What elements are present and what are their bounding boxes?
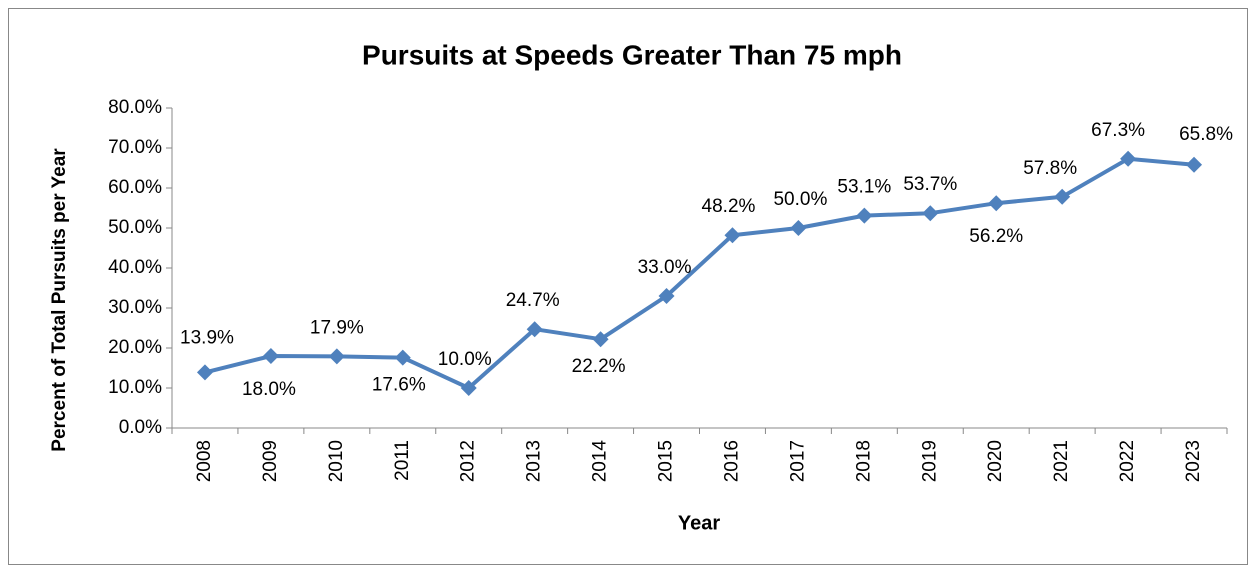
data-label: 50.0% (773, 189, 827, 210)
data-label: 18.0% (242, 379, 296, 400)
y-tick-label: 20.0% (108, 337, 162, 358)
data-label: 13.9% (180, 327, 234, 348)
y-tick-label: 50.0% (108, 217, 162, 238)
x-axis-title: Year (678, 512, 720, 534)
marker (658, 288, 675, 304)
y-tick-label: 60.0% (108, 177, 162, 198)
data-label: 10.0% (438, 349, 492, 370)
data-label: 33.0% (638, 257, 692, 278)
data-label: 48.2% (702, 196, 756, 217)
x-tick-label: 2008 (194, 440, 215, 482)
y-tick-label: 40.0% (108, 257, 162, 278)
data-label: 53.1% (837, 177, 891, 198)
marker (1120, 150, 1137, 167)
data-label: 56.2% (969, 226, 1023, 247)
y-tick-label: 30.0% (108, 297, 162, 318)
x-tick-label: 2011 (392, 440, 413, 481)
x-tick-label: 2023 (1183, 440, 1204, 482)
x-tick-label: 2020 (985, 440, 1006, 482)
x-tick-label: 2014 (590, 440, 611, 483)
x-tick-label: 2018 (853, 440, 874, 482)
marker (790, 220, 807, 236)
data-label: 57.8% (1023, 158, 1077, 179)
marker (988, 195, 1005, 212)
marker (262, 348, 279, 364)
y-tick-label: 0.0% (119, 417, 162, 438)
data-label: 65.8% (1179, 124, 1233, 145)
data-label: 17.6% (372, 375, 426, 396)
marker (526, 321, 543, 338)
x-tick-label: 2012 (458, 440, 479, 482)
data-label: 53.7% (903, 174, 957, 195)
x-tick-label: 2019 (919, 440, 940, 482)
y-axis-title: Percent of Total Pursuits per Year (49, 148, 70, 452)
x-tick-label: 2022 (1117, 440, 1138, 482)
marker (1054, 188, 1071, 205)
y-tick-label: 80.0% (108, 97, 162, 118)
marker (328, 348, 345, 365)
x-tick-label: 2009 (260, 440, 281, 482)
chart-border (8, 8, 1248, 565)
x-tick-label: 2015 (656, 440, 677, 482)
marker (856, 207, 873, 224)
data-label: 17.9% (310, 317, 364, 338)
marker (394, 349, 411, 366)
x-tick-label: 2016 (721, 440, 742, 482)
data-label: 24.7% (506, 290, 560, 311)
data-label: 22.2% (572, 356, 626, 377)
marker (592, 331, 609, 348)
x-tick-label: 2021 (1051, 440, 1072, 482)
marker (724, 227, 741, 244)
line-series (204, 156, 1195, 390)
y-tick-label: 70.0% (108, 137, 162, 158)
marker (922, 205, 939, 222)
marker (460, 380, 477, 396)
y-tick-label: 10.0% (108, 377, 162, 398)
marker (1186, 156, 1203, 173)
data-label: 67.3% (1091, 120, 1145, 141)
x-tick-label: 2017 (787, 440, 808, 482)
x-tick-label: 2013 (524, 440, 545, 482)
x-tick-label: 2010 (326, 440, 347, 482)
marker (196, 364, 213, 381)
chart-title: Pursuits at Speeds Greater Than 75 mph (362, 39, 902, 70)
